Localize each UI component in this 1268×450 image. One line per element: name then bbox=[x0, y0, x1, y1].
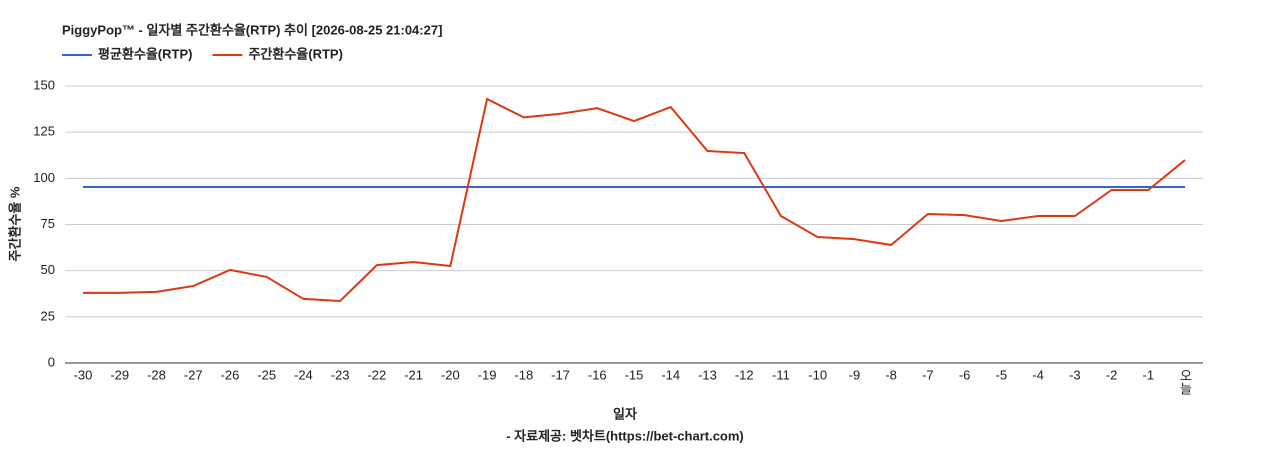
x-tick-label: -29 bbox=[110, 367, 129, 382]
x-tick-label: -26 bbox=[221, 367, 240, 382]
x-tick-label: -3 bbox=[1069, 367, 1081, 382]
x-tick-label: -23 bbox=[331, 367, 350, 382]
x-tick-label: -9 bbox=[849, 367, 861, 382]
legend-label: 주간환수율(RTP) bbox=[248, 46, 342, 61]
x-tick-label: -6 bbox=[959, 367, 971, 382]
x-tick-label: -1 bbox=[1142, 367, 1154, 382]
y-tick-label: 25 bbox=[41, 308, 55, 323]
x-tick-label: -22 bbox=[367, 367, 386, 382]
y-tick-label: 100 bbox=[33, 170, 55, 185]
series-line bbox=[83, 97, 1186, 302]
x-axis-label: 일자 bbox=[613, 406, 637, 421]
legend-label: 평균환수율(RTP) bbox=[98, 46, 192, 61]
x-tick-label: -18 bbox=[514, 367, 533, 382]
x-tick-label: -20 bbox=[441, 367, 460, 382]
x-tick-label: -15 bbox=[625, 367, 644, 382]
x-tick-label: -5 bbox=[996, 367, 1008, 382]
x-tick-label: -17 bbox=[551, 367, 570, 382]
chart-title: PiggyPop™ - 일자별 주간환수율(RTP) 추이 [2026-08-2… bbox=[62, 22, 442, 37]
y-tick-label: 75 bbox=[41, 216, 55, 231]
x-tick-label: -28 bbox=[147, 367, 166, 382]
y-tick-label: 50 bbox=[41, 262, 55, 277]
x-tick-label: -11 bbox=[772, 367, 790, 382]
x-tick-label: -16 bbox=[588, 367, 607, 382]
y-axis-label: 주간환수율 % bbox=[7, 186, 22, 261]
x-tick-label: -10 bbox=[808, 367, 827, 382]
x-tick-label: -30 bbox=[74, 367, 93, 382]
y-tick-label: 125 bbox=[33, 124, 55, 139]
x-tick-label: -19 bbox=[478, 367, 497, 382]
x-tick-label: -25 bbox=[257, 367, 276, 382]
x-tick-label: -13 bbox=[698, 367, 717, 382]
x-tick-label: 오늘 bbox=[1178, 369, 1193, 395]
x-tick-label: -4 bbox=[1032, 367, 1044, 382]
x-tick-label: -21 bbox=[404, 367, 423, 382]
x-tick-label: -14 bbox=[661, 367, 680, 382]
x-tick-label: -27 bbox=[184, 367, 203, 382]
source-note: - 자료제공: 벳차트(https://bet-chart.com) bbox=[506, 428, 744, 443]
x-tick-label: -12 bbox=[735, 367, 754, 382]
y-tick-label: 150 bbox=[33, 77, 55, 92]
y-tick-label: 0 bbox=[48, 354, 55, 369]
x-tick-label: -8 bbox=[885, 367, 897, 382]
x-tick-label: -7 bbox=[922, 367, 934, 382]
x-tick-label: -24 bbox=[294, 367, 313, 382]
x-tick-label: -2 bbox=[1106, 367, 1118, 382]
